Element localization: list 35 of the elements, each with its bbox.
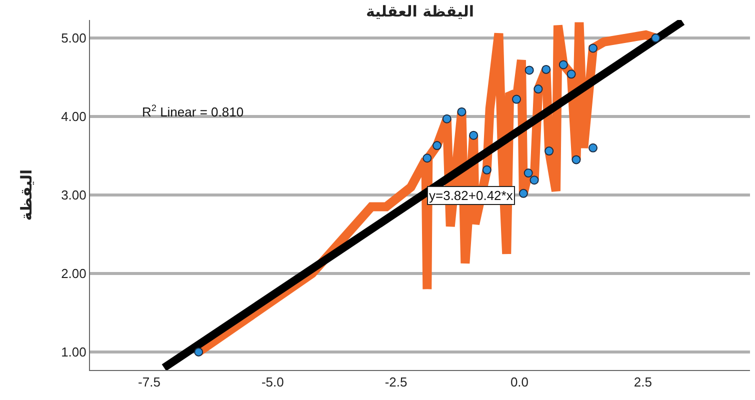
- point: [457, 107, 466, 116]
- point: [469, 130, 478, 140]
- x-tick-label: 0.0: [510, 374, 529, 390]
- x-tick-label: -7.5: [138, 374, 160, 390]
- y-tick-label: 1.00: [61, 344, 86, 360]
- point: [588, 44, 598, 53]
- point: [558, 60, 568, 70]
- point: [588, 143, 598, 152]
- y-tick-label: 3.00: [61, 188, 86, 203]
- point: [572, 155, 581, 164]
- x-tick-label: 2.5: [634, 374, 652, 390]
- point: [534, 84, 543, 94]
- point: [524, 168, 533, 178]
- chart-title: اليقظة العقلية: [366, 2, 474, 20]
- point: [524, 66, 534, 75]
- y-tick-label: 5.00: [61, 30, 86, 46]
- point: [651, 34, 660, 43]
- point: [422, 154, 432, 163]
- x-tick-label: -5.0: [261, 374, 284, 390]
- y-tick-label: 4.00: [61, 109, 86, 124]
- point: [194, 347, 204, 356]
- x-tick-label: -2.5: [384, 374, 408, 390]
- point: [432, 141, 442, 150]
- annotation: y=3.82+0.42*x: [429, 188, 514, 203]
- point: [542, 64, 551, 74]
- y-axis-title: اليقظة: [17, 169, 36, 221]
- point: [566, 70, 576, 79]
- point: [512, 94, 522, 104]
- point: [482, 165, 492, 174]
- point: [530, 176, 539, 185]
- point: [518, 188, 528, 198]
- point: [544, 146, 554, 156]
- annotation: R$^{2}$ Linear = 0.810: [142, 103, 244, 120]
- y-tick-label: 2.00: [61, 266, 86, 282]
- point: [442, 114, 452, 124]
